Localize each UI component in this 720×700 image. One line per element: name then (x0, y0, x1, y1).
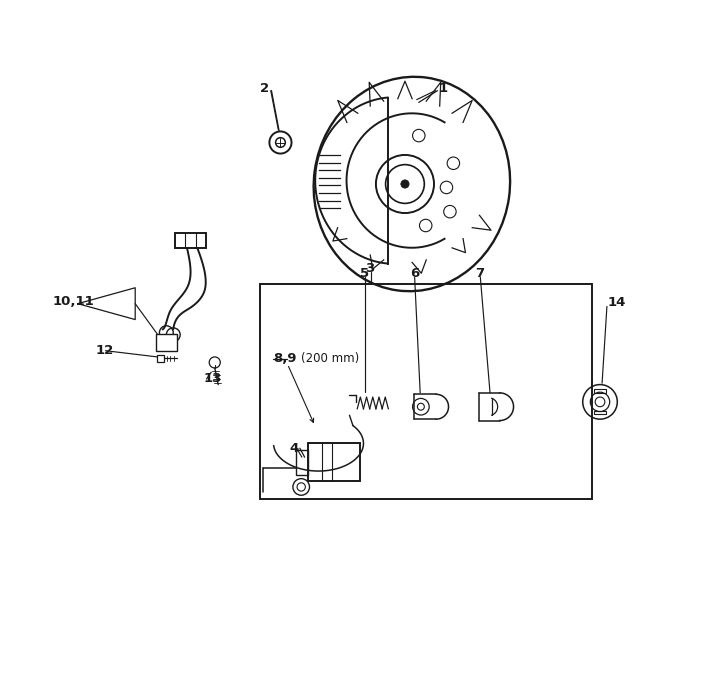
Text: 14: 14 (608, 297, 626, 309)
Bar (176, 233, 206, 248)
Text: 10,11: 10,11 (53, 295, 94, 308)
Bar (308, 443, 360, 482)
Text: 5: 5 (360, 267, 369, 280)
Text: 13: 13 (204, 372, 222, 385)
Bar (156, 334, 176, 351)
Text: (200 mm): (200 mm) (301, 353, 359, 365)
Text: 12: 12 (96, 344, 114, 356)
Text: 4: 4 (289, 442, 299, 455)
Text: 1: 1 (439, 82, 448, 95)
Bar (595, 411, 606, 414)
Text: 8,9: 8,9 (274, 353, 297, 365)
Circle shape (401, 180, 409, 188)
Bar (297, 450, 308, 475)
Bar (158, 355, 164, 362)
Text: 3: 3 (366, 262, 375, 275)
Text: 7: 7 (474, 267, 484, 280)
Text: 6: 6 (410, 267, 419, 280)
Bar (595, 389, 606, 393)
Bar (260, 284, 592, 498)
Text: 2: 2 (260, 82, 269, 95)
Polygon shape (78, 288, 135, 320)
